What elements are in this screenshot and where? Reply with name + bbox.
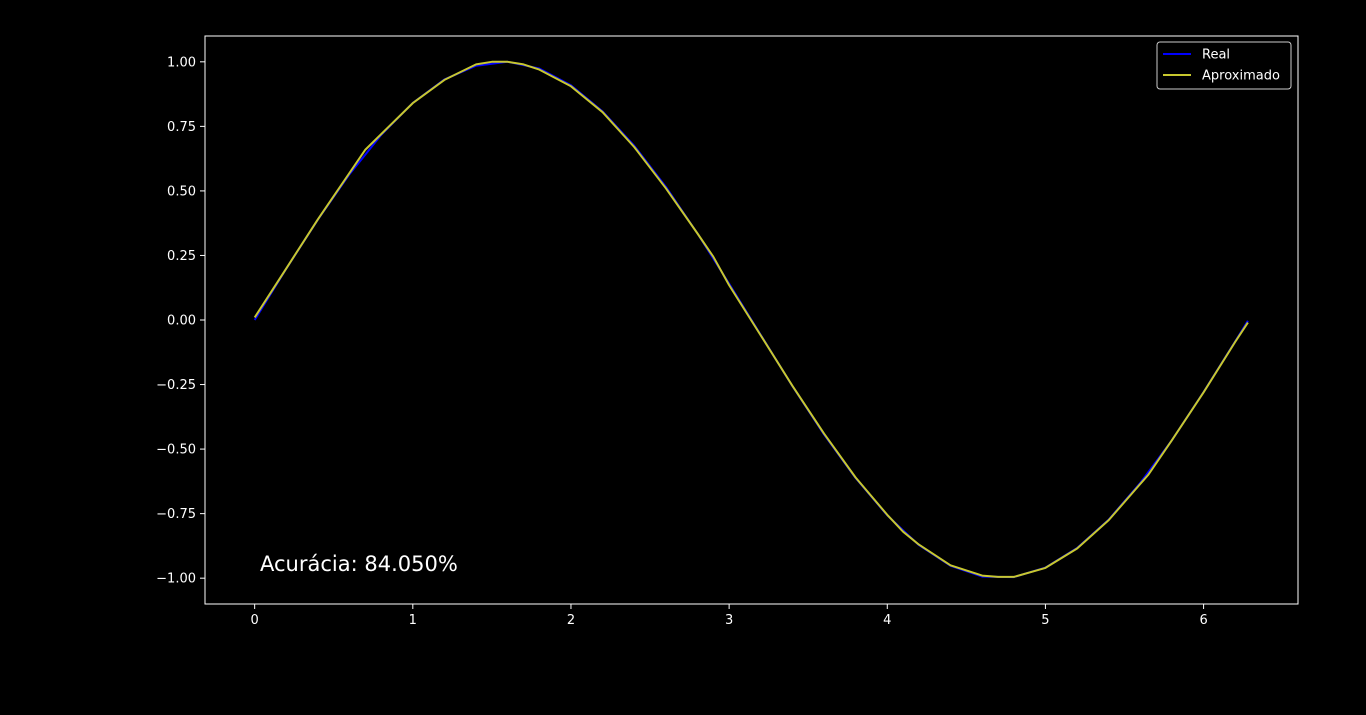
- y-tick-label: 0.25: [167, 249, 196, 264]
- x-axis: 0 1 2 3 4 5 6: [251, 604, 1208, 628]
- legend-label-real: Real: [1202, 48, 1230, 63]
- y-tick-label: −0.25: [156, 378, 196, 393]
- plot-lines: [253, 60, 1249, 579]
- y-axis: 1.00 0.75 0.50 0.25 0.00 −0.25 −0.50 −0.75 −1.00: [156, 55, 205, 587]
- y-tick-label: 0.75: [167, 120, 196, 135]
- x-tick-label: 1: [409, 613, 417, 628]
- x-tick-label: 4: [883, 613, 891, 628]
- accuracy-annotation: Acurácia: 84.050%: [260, 552, 458, 576]
- x-tick-label: 0: [251, 613, 259, 628]
- x-tick-label: 5: [1041, 613, 1049, 628]
- legend-label-aproximado: Aproximado: [1202, 69, 1280, 84]
- series-line-aproximado: [253, 60, 1249, 578]
- y-tick-label: 0.00: [167, 314, 196, 329]
- x-tick-label: 3: [725, 613, 733, 628]
- x-tick-label: 6: [1199, 613, 1207, 628]
- y-tick-label: −0.50: [156, 443, 196, 458]
- y-tick-label: 0.50: [167, 184, 196, 199]
- y-tick-label: −0.75: [156, 507, 196, 522]
- x-tick-label: 2: [567, 613, 575, 628]
- legend: Real Aproximado: [1156, 41, 1292, 90]
- y-tick-label: −1.00: [156, 572, 196, 587]
- y-tick-label: 1.00: [167, 55, 196, 70]
